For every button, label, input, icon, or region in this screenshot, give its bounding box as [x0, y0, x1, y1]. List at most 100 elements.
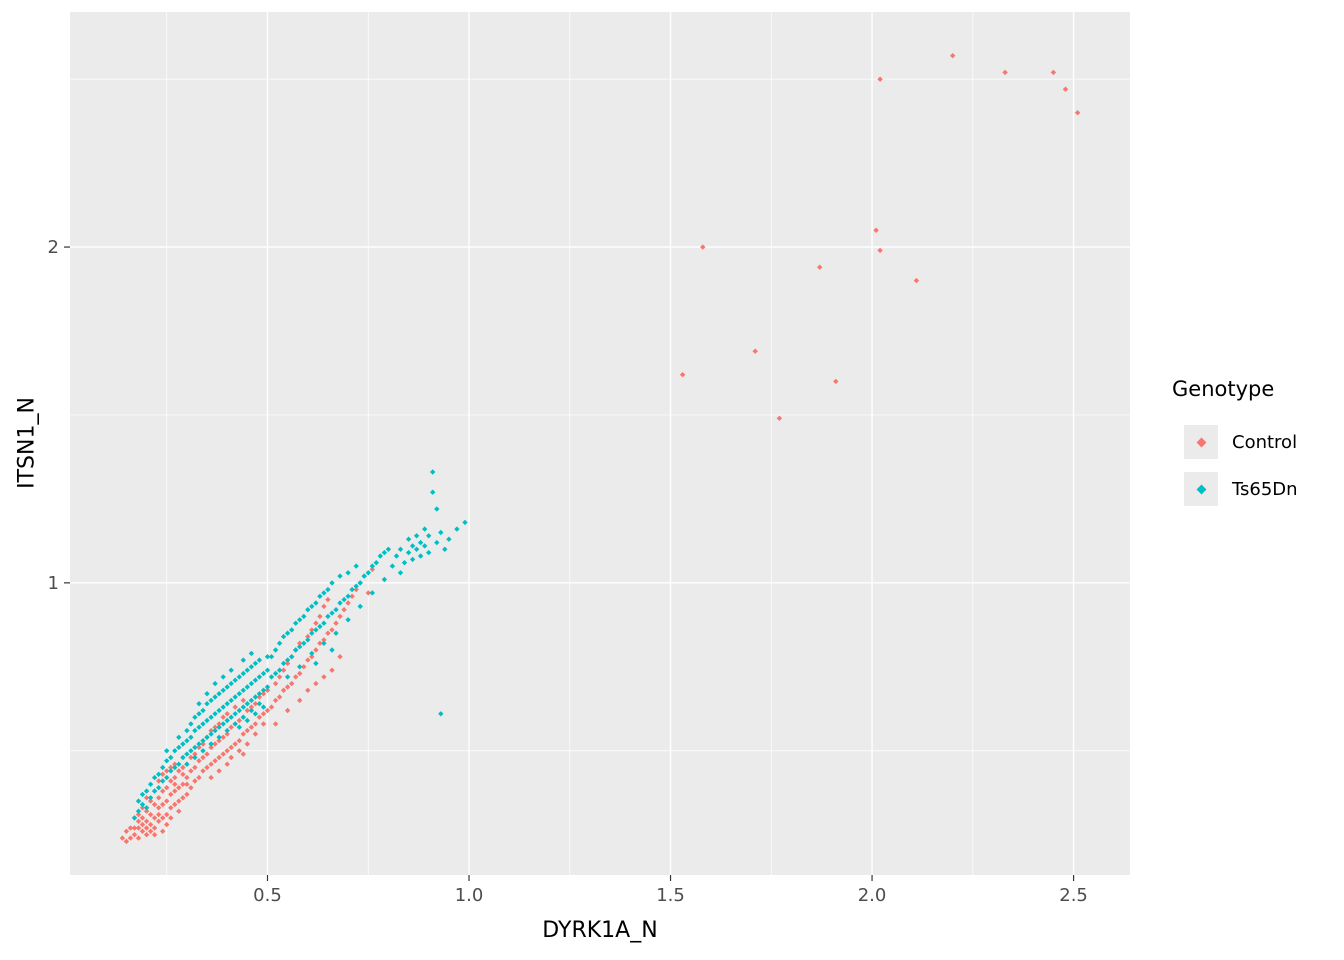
data-point	[462, 519, 468, 526]
data-point	[276, 667, 283, 673]
data-point	[365, 590, 371, 596]
data-point	[156, 778, 162, 784]
data-point	[212, 727, 218, 734]
data-point	[236, 717, 242, 724]
data-point	[200, 748, 206, 754]
data-point	[228, 724, 234, 730]
data-point	[204, 691, 210, 697]
data-point	[301, 640, 307, 646]
data-point	[272, 680, 279, 687]
data-point	[188, 721, 194, 727]
data-point	[321, 590, 327, 596]
x-tick-label: 0.5	[253, 885, 282, 906]
data-point	[305, 687, 311, 693]
data-point	[151, 825, 158, 831]
data-point	[240, 751, 246, 757]
data-point	[252, 677, 259, 683]
data-point	[297, 644, 303, 650]
data-point	[264, 654, 271, 660]
data-point	[877, 76, 883, 82]
data-point	[160, 778, 166, 784]
data-point	[196, 774, 202, 781]
data-point	[369, 563, 375, 569]
data-point	[317, 613, 323, 620]
data-point	[160, 815, 166, 821]
data-point	[252, 701, 259, 707]
panel-background	[70, 12, 1130, 875]
data-point	[817, 264, 823, 270]
data-point	[212, 741, 218, 747]
data-point	[131, 832, 138, 838]
data-point	[127, 825, 134, 831]
data-point	[147, 781, 154, 787]
data-point	[208, 697, 214, 704]
data-point	[216, 721, 222, 727]
data-point	[297, 670, 303, 677]
legend-label-control: Control	[1232, 431, 1298, 453]
data-point	[135, 818, 142, 824]
data-point	[252, 721, 259, 727]
data-point	[168, 754, 174, 761]
data-point	[236, 691, 242, 697]
data-point	[204, 701, 210, 707]
data-point	[833, 378, 839, 385]
data-point	[168, 815, 174, 821]
data-point	[293, 620, 299, 626]
data-point	[264, 667, 271, 673]
data-point	[1050, 69, 1057, 76]
data-point	[176, 768, 182, 774]
data-point	[345, 600, 351, 606]
data-point	[1002, 69, 1008, 76]
data-point	[365, 570, 371, 576]
data-point	[325, 586, 331, 593]
data-point	[156, 818, 162, 824]
data-point	[180, 764, 186, 771]
data-point	[337, 600, 343, 606]
data-point	[337, 573, 343, 579]
data-point	[135, 808, 142, 814]
series-ts65dn	[131, 469, 468, 821]
data-point	[301, 613, 307, 620]
data-point	[361, 573, 367, 579]
data-point	[434, 539, 440, 546]
data-point	[329, 627, 335, 633]
data-point	[160, 828, 166, 834]
data-point	[309, 627, 315, 633]
data-point	[236, 707, 242, 714]
data-point	[434, 506, 440, 512]
data-point	[192, 727, 198, 734]
data-point	[220, 674, 226, 680]
data-point	[196, 724, 202, 730]
data-point	[176, 808, 182, 814]
data-point	[224, 717, 230, 724]
data-point	[164, 821, 170, 828]
data-point	[208, 774, 214, 781]
data-point	[216, 768, 222, 774]
data-point	[160, 788, 166, 794]
data-point	[248, 664, 255, 670]
data-point	[417, 539, 424, 546]
data-point	[430, 489, 436, 495]
data-point	[216, 738, 222, 744]
data-point	[426, 533, 432, 539]
data-point	[240, 687, 246, 693]
data-point	[284, 684, 291, 690]
data-point	[240, 697, 246, 704]
data-point	[232, 677, 238, 683]
data-point	[208, 714, 214, 720]
data-point	[236, 738, 242, 744]
data-point	[256, 657, 263, 663]
data-point	[156, 811, 162, 818]
data-point	[264, 684, 271, 690]
data-point	[321, 620, 327, 626]
data-point	[212, 680, 218, 687]
legend-key-control	[1184, 425, 1218, 459]
data-point	[196, 741, 202, 747]
data-point	[200, 707, 206, 714]
data-point	[297, 640, 303, 646]
data-point	[176, 798, 182, 804]
data-point	[333, 630, 339, 636]
data-point	[168, 764, 174, 771]
data-point	[156, 785, 162, 791]
